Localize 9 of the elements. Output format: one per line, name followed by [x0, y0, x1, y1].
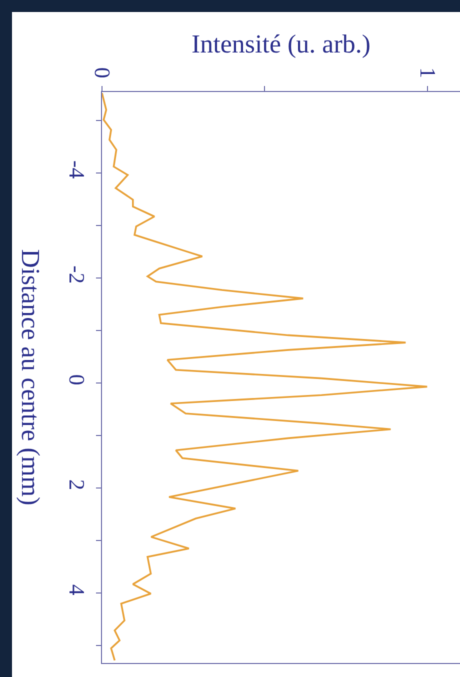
x-axis-title: Intensité (u. arb.): [191, 30, 371, 59]
y-tick-label: 2: [64, 479, 90, 490]
y-tick-label: 0: [64, 374, 90, 386]
line-series: [102, 92, 428, 662]
y-tick-label: 4: [64, 584, 90, 596]
x-tick-label: 1: [415, 67, 440, 78]
y-tick-label: -2: [64, 265, 90, 284]
y-tick-label: -4: [64, 160, 90, 179]
y-axis-title: Distance au centre (mm): [16, 249, 45, 506]
